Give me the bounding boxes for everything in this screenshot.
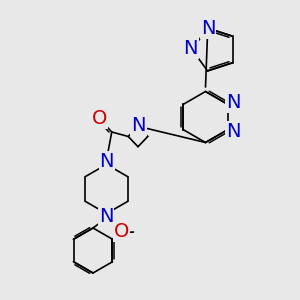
Text: N: N [183,39,198,58]
Text: O: O [114,222,129,241]
Text: N: N [201,19,215,38]
Text: N: N [131,116,146,135]
Text: N: N [226,122,240,141]
Text: N: N [226,93,240,112]
Text: N: N [100,152,114,171]
Text: O: O [92,109,107,128]
Text: N: N [99,207,113,226]
